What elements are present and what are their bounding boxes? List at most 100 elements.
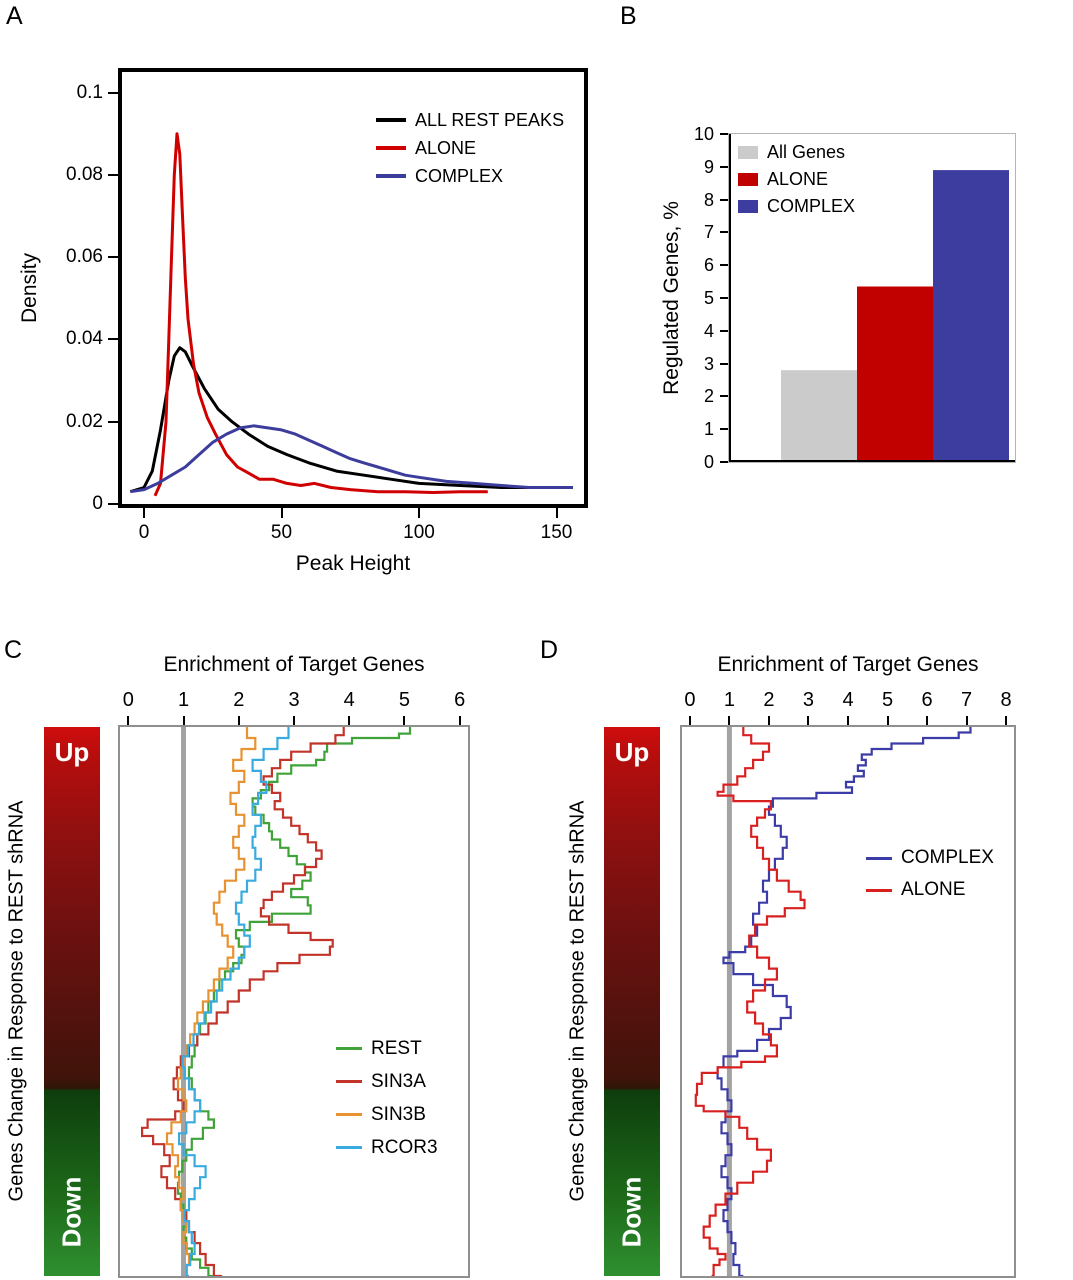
- tick-mark: [720, 133, 728, 135]
- legend-item-complex: COMPLEX: [738, 193, 855, 220]
- tick-mark: [886, 716, 889, 725]
- bar-alone: [857, 286, 933, 462]
- panel-a-label: A: [6, 2, 23, 30]
- legend-swatch-alone: [866, 888, 892, 892]
- x-tick-label: 50: [270, 522, 293, 543]
- bar-complex: [933, 170, 1009, 462]
- x-tick-label: 150: [540, 522, 573, 543]
- series-complex: [716, 727, 972, 1276]
- legend-swatch-complex: [738, 200, 758, 213]
- legend-label: SIN3B: [371, 1103, 426, 1125]
- x-tick-label: 4: [842, 689, 854, 711]
- y-tick-label: 0.04: [66, 328, 103, 350]
- panel-b-legend: All Genes ALONE COMPLEX: [738, 139, 855, 220]
- tick-mark: [720, 297, 728, 299]
- panel-b-plot-area: [728, 133, 1016, 463]
- legend-item-complex: COMPLEX: [866, 842, 994, 874]
- x-tick-label: 100: [403, 522, 435, 543]
- panel-c-updown-gradient-bar: [44, 727, 100, 1276]
- tick-mark: [143, 508, 145, 518]
- legend-item-all-rest-peaks: ALL REST PEAKS: [376, 106, 564, 134]
- legend-item-sin3b: SIN3B: [336, 1098, 438, 1131]
- panel-d-label: D: [540, 636, 559, 664]
- x-tick-label: 7: [961, 689, 973, 711]
- legend-item-rest: REST: [336, 1032, 438, 1065]
- tick-mark: [418, 508, 420, 518]
- y-tick-label: 0.06: [66, 246, 103, 268]
- panel-d-title: Enrichment of Target Genes: [717, 653, 979, 676]
- panel-d-updown-gradient-bar: [604, 727, 660, 1276]
- x-tick-label: 8: [1000, 689, 1012, 711]
- tick-mark: [108, 91, 118, 94]
- panel-c-legend: REST SIN3A SIN3B RCOR3: [336, 1032, 438, 1164]
- panel-d-legend: COMPLEX ALONE: [866, 842, 994, 906]
- series-alone: [153, 132, 488, 497]
- legend-swatch-rcor3: [336, 1146, 362, 1149]
- tick-mark: [720, 165, 728, 168]
- tick-mark: [728, 716, 731, 725]
- panel-d-chart: [694, 727, 972, 1276]
- legend-label: SIN3A: [371, 1070, 426, 1092]
- x-tick-label: 6: [454, 689, 466, 711]
- panel-a-legend: ALL REST PEAKS ALONE COMPLEX: [376, 106, 564, 190]
- legend-swatch-all-rest-peaks: [376, 118, 406, 122]
- y-tick-label: 1: [703, 419, 714, 440]
- x-tick-label: 0: [684, 689, 696, 711]
- legend-item-alone: ALONE: [866, 874, 994, 906]
- panel-c-up-label: Up: [54, 737, 90, 767]
- y-tick-label: 10: [693, 124, 714, 144]
- panel-c-y-axis-label: Genes Change in Response to REST shRNA: [5, 800, 28, 1202]
- tick-mark: [108, 420, 118, 423]
- series-rest: [176, 727, 412, 1276]
- tick-mark: [108, 173, 118, 176]
- tick-mark: [926, 716, 929, 725]
- panel-b-y-axis-label: Regulated Genes, %: [660, 201, 683, 395]
- tick-mark: [1005, 716, 1008, 725]
- legend-swatch-alone: [738, 173, 758, 186]
- y-tick-label: 0.08: [66, 163, 103, 185]
- legend-label: COMPLEX: [901, 847, 994, 868]
- series-sin3a: [141, 727, 345, 1276]
- tick-mark: [293, 716, 295, 725]
- series-alone: [694, 727, 806, 1276]
- legend-item-all-genes: All Genes: [738, 139, 855, 166]
- tick-mark: [182, 716, 185, 725]
- legend-swatch-all-genes: [738, 146, 758, 159]
- panel-b-chart: [729, 134, 1015, 462]
- panel-d-plot-area: [680, 725, 1016, 1278]
- x-tick-label: 0: [138, 522, 150, 543]
- x-tick-label: 3: [288, 689, 300, 711]
- y-tick-label: 0.02: [66, 410, 103, 432]
- panel-a-chart: [129, 132, 573, 497]
- series-sin3b: [165, 727, 257, 1276]
- legend-item-alone: ALONE: [376, 134, 564, 162]
- x-tick-label: 2: [233, 689, 245, 711]
- tick-mark: [237, 716, 240, 725]
- panel-c-chart: [141, 727, 412, 1276]
- tick-mark: [458, 716, 461, 725]
- tick-mark: [127, 716, 130, 725]
- series-rcor3: [178, 727, 290, 1276]
- legend-label: REST: [371, 1037, 422, 1059]
- legend-item-alone: ALONE: [738, 166, 855, 193]
- x-tick-label: 2: [763, 689, 775, 711]
- tick-mark: [280, 508, 283, 518]
- panel-c-down-label: Down: [56, 1176, 87, 1248]
- legend-label: COMPLEX: [415, 165, 504, 186]
- legend-label: ALONE: [767, 169, 829, 189]
- panel-d-y-axis-label: Genes Change in Response to REST shRNA: [566, 800, 589, 1202]
- tick-mark: [807, 716, 810, 725]
- panel-c-plot-area: [118, 725, 470, 1278]
- x-tick-label: 5: [881, 689, 894, 711]
- y-tick-label: 0.1: [76, 81, 103, 103]
- legend-swatch-complex: [376, 174, 406, 178]
- x-tick-label: 1: [177, 689, 190, 711]
- x-tick-label: 3: [802, 689, 815, 711]
- tick-mark: [720, 231, 728, 234]
- tick-mark: [965, 716, 968, 725]
- tick-mark: [348, 716, 351, 725]
- tick-mark: [847, 716, 849, 725]
- tick-mark: [720, 362, 728, 365]
- legend-item-complex: COMPLEX: [376, 162, 564, 190]
